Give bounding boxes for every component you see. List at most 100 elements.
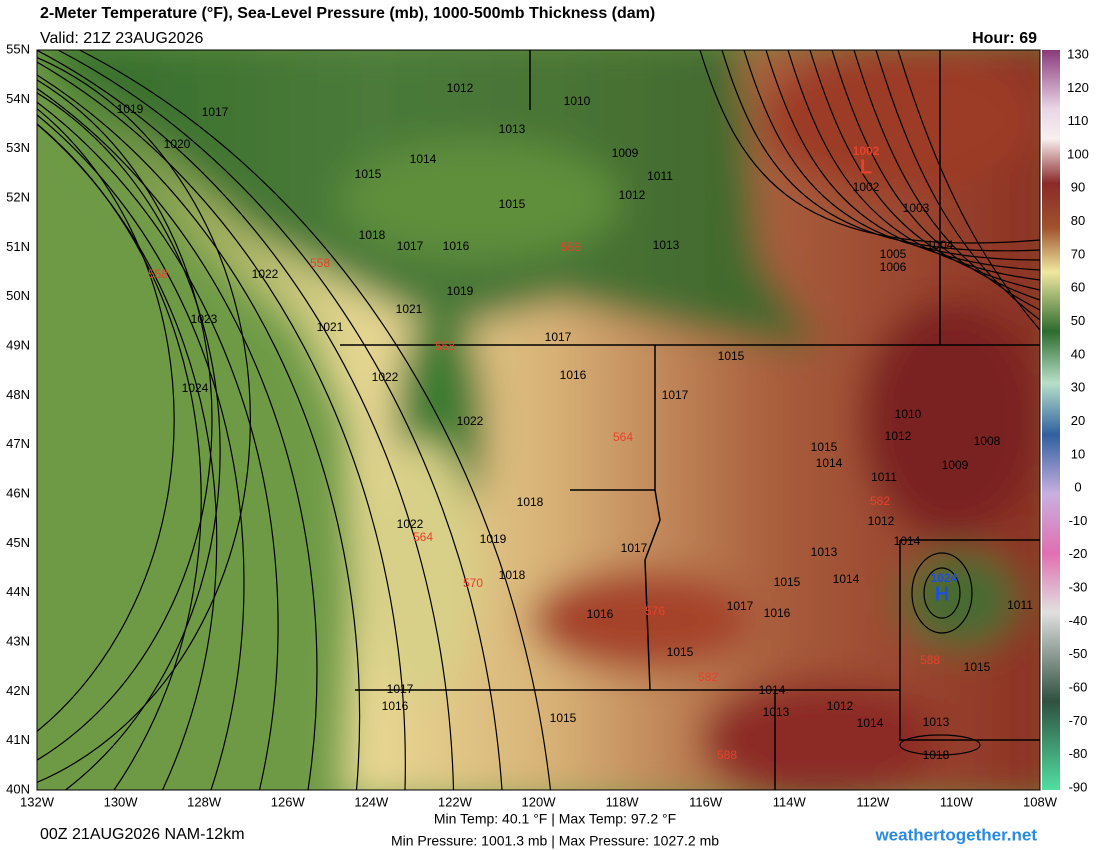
isobar-label: 1003 (903, 201, 930, 215)
isobar-label: 1015 (774, 575, 801, 589)
lon-label: 126W (271, 794, 306, 809)
isobar-label: 1011 (871, 470, 897, 484)
thickness-label: 558 (310, 256, 330, 270)
isobar-label: 1023 (191, 312, 218, 326)
isobar-label: 1019 (117, 102, 144, 116)
isobar-label: 1021 (396, 302, 423, 316)
isobar (911, 552, 973, 634)
isobar-label: 1022 (372, 370, 399, 384)
isobar (721, 50, 1040, 252)
isobar (37, 101, 279, 790)
isobar-label: 1010 (895, 407, 922, 421)
lat-label: 43N (6, 633, 30, 648)
isobar (743, 50, 1040, 261)
isobar-label: 1011 (1007, 598, 1033, 612)
lon-label: 132W (20, 794, 55, 809)
isobar (37, 92, 221, 790)
lat-label: 40N (6, 781, 30, 796)
isobar-label: 1017 (387, 682, 414, 696)
isobar-label: 1015 (550, 711, 577, 725)
colorbar-label: 20 (1071, 413, 1085, 428)
thickness-label: 582 (698, 670, 718, 684)
isobar-label: 1015 (964, 660, 991, 674)
isobar-label: 1006 (880, 260, 907, 274)
thickness-label: 558 (148, 267, 168, 281)
isobar (787, 50, 1040, 281)
colorbar-label: 50 (1071, 313, 1085, 328)
thickness-label: 588 (920, 653, 940, 667)
isobar (37, 123, 202, 790)
colorbar-label: -60 (1069, 679, 1088, 694)
isobar-label: 1013 (653, 238, 680, 252)
isobar-label: 1013 (923, 715, 950, 729)
isobar-label: 1015 (718, 349, 745, 363)
isobar-label: 1005 (880, 247, 907, 261)
lon-label: 118W (606, 794, 640, 809)
lat-label: 54N (6, 91, 30, 106)
lon-label: 120W (522, 794, 557, 809)
lon-label: 112W (856, 794, 890, 809)
high-symbol: H (935, 583, 949, 605)
thickness-label: 564 (613, 430, 633, 444)
low-value: 1002 (853, 144, 880, 158)
thickness-label: 558 (435, 339, 455, 353)
isobar-label: 1019 (480, 532, 507, 546)
isobar (37, 123, 218, 790)
isobar-label: 1011 (647, 169, 673, 183)
isobar-label: 1017 (545, 330, 572, 344)
colorbar-label: 40 (1071, 346, 1085, 361)
isobar-label: 1008 (974, 434, 1001, 448)
low-symbol: L (860, 156, 872, 178)
isobar (37, 61, 406, 790)
lat-label: 51N (6, 239, 30, 254)
isobar (765, 50, 1040, 271)
lat-label: 48N (6, 387, 30, 402)
isobar-label: 1017 (397, 239, 424, 253)
isobar-label: 1018 (517, 495, 544, 509)
isobar-label: 1017 (621, 541, 648, 555)
isobar (897, 50, 1040, 331)
lat-label: 53N (6, 140, 30, 155)
isobar (37, 74, 361, 790)
colorbar-label: 60 (1071, 280, 1085, 295)
temp-range: Min Temp: 40.1 °F | Max Temp: 97.2 °F (434, 811, 676, 827)
isobar (37, 79, 213, 761)
isobar-label: 1018 (499, 568, 526, 582)
borders (340, 50, 1040, 790)
colorbar-label: -90 (1069, 779, 1088, 794)
isobar-label: 1015 (499, 197, 526, 211)
isobar-label: 1016 (382, 699, 409, 713)
isobar-label: 1018 (923, 748, 950, 762)
isobar-label: 1016 (764, 606, 791, 620)
isobar (37, 107, 175, 733)
colorbar-label: -70 (1069, 713, 1088, 728)
colorbar-label: -40 (1069, 613, 1088, 628)
isobar-label: 1024 (182, 381, 209, 395)
isobar-label: 1019 (447, 284, 474, 298)
lat-label: 50N (6, 288, 30, 303)
isobar-label: 1014 (857, 716, 884, 730)
isobar (37, 114, 245, 790)
lat-label: 49N (6, 337, 30, 352)
isobar-label: 1012 (868, 514, 895, 528)
forecast-hour: Hour: 69 (972, 30, 1037, 47)
isobar-label: 1014 (759, 683, 786, 697)
title: 2-Meter Temperature (°F), Sea-Level Pres… (40, 5, 655, 22)
isobar (699, 50, 1040, 244)
colorbar-label: 10 (1071, 446, 1085, 461)
isobar-label: 1012 (827, 699, 854, 713)
lat-label: 44N (6, 584, 30, 599)
lat-label: 42N (6, 683, 30, 698)
colorbar-label: 130 (1067, 46, 1089, 61)
isobar (57, 50, 503, 790)
colorbar-label: -30 (1069, 580, 1088, 595)
isobar-label: 1002 (853, 180, 880, 194)
thickness-label: 588 (717, 748, 737, 762)
labels: 55N 54N 53N 52N 51N 50N 49N 48N 47N 46N 45N 44N 43N 4… (6, 41, 1089, 809)
thickness-label: 558 (561, 240, 581, 254)
colorbar-label: 120 (1067, 80, 1089, 95)
isobar-label: 1013 (499, 122, 526, 136)
isobar (37, 57, 251, 783)
valid-time: Valid: 21Z 23AUG2026 (40, 30, 203, 47)
high-value: 1024 (931, 571, 958, 585)
